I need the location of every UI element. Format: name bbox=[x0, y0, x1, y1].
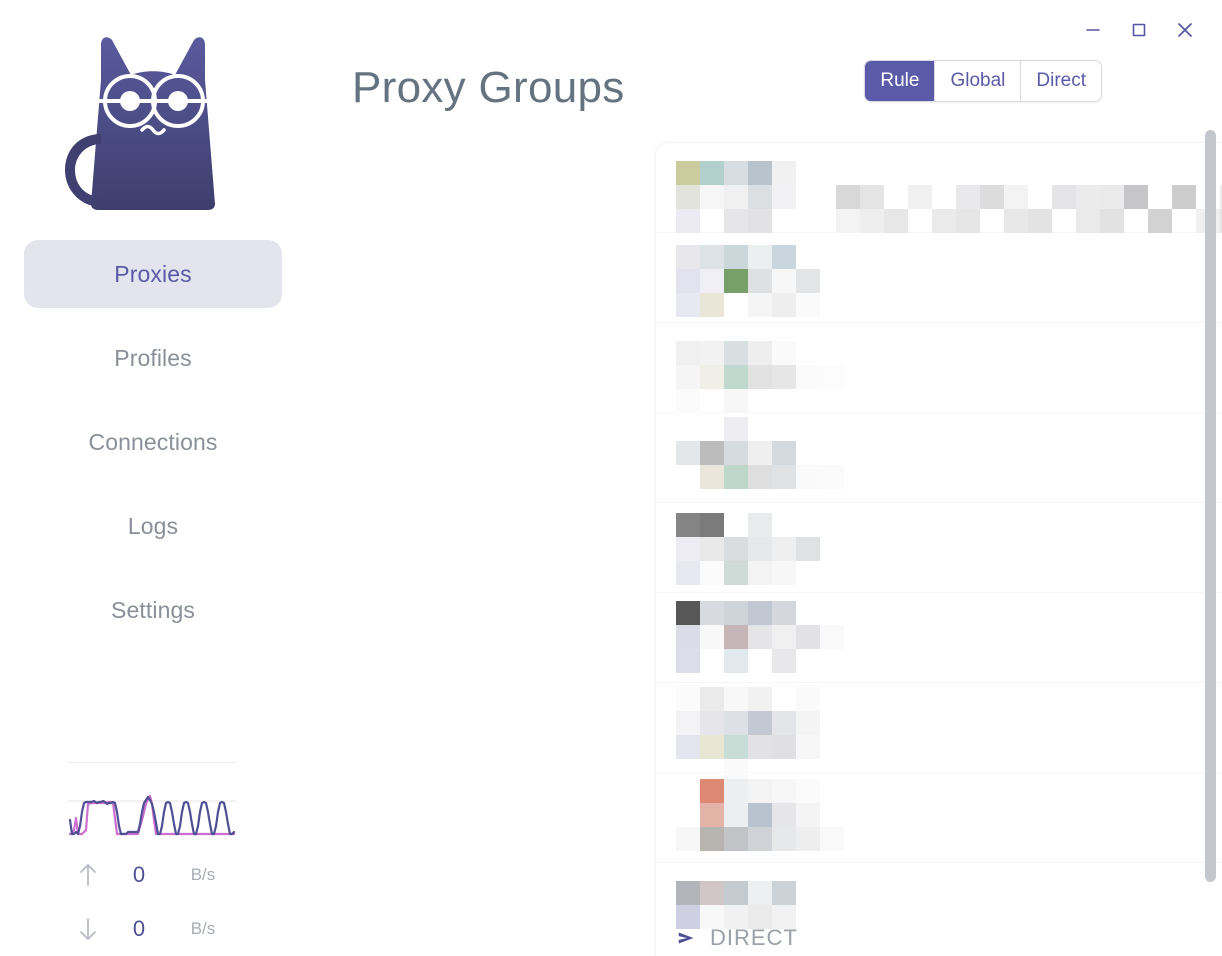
proxy-group-row[interactable] bbox=[656, 233, 1222, 323]
upload-speed-unit: B/s bbox=[190, 865, 216, 884]
selected-proxy[interactable]: DIRECT bbox=[676, 925, 798, 951]
sidebar-item-proxies[interactable]: Proxies bbox=[24, 240, 282, 308]
download-speed-unit: B/s bbox=[190, 919, 216, 938]
redacted-group-content bbox=[676, 323, 1222, 413]
sidebar-item-connections[interactable]: Connections bbox=[24, 408, 282, 476]
redacted-group-content bbox=[676, 413, 1222, 503]
proxy-group-row[interactable] bbox=[656, 143, 1222, 233]
sparkline-chart-icon bbox=[68, 794, 236, 836]
close-button[interactable] bbox=[1162, 12, 1208, 48]
maximize-button[interactable] bbox=[1116, 12, 1162, 48]
download-stat-row: 0 B/s bbox=[68, 912, 236, 946]
page-title: Proxy Groups bbox=[352, 63, 625, 112]
sidebar-nav: Proxies Profiles Connections Logs Settin… bbox=[24, 240, 282, 644]
redacted-group-content bbox=[676, 863, 1222, 953]
sidebar-item-label: Profiles bbox=[114, 345, 192, 371]
redacted-group-content bbox=[676, 233, 1222, 323]
sidebar-item-settings[interactable]: Settings bbox=[24, 576, 282, 644]
sidebar-item-profiles[interactable]: Profiles bbox=[24, 324, 282, 392]
mode-button-direct[interactable]: Direct bbox=[1021, 61, 1101, 101]
redacted-group-content bbox=[676, 143, 1222, 233]
upload-stat-row: 0 B/s bbox=[68, 858, 236, 892]
divider bbox=[68, 762, 236, 763]
sidebar-item-label: Proxies bbox=[114, 261, 192, 287]
traffic-panel: 0 B/s 0 B/s bbox=[68, 762, 236, 946]
sidebar-item-logs[interactable]: Logs bbox=[24, 492, 282, 560]
sidebar-item-label: Settings bbox=[111, 597, 195, 623]
upload-speed-value: 0 bbox=[132, 862, 146, 887]
redacted-group-content bbox=[676, 773, 1222, 863]
window-controls bbox=[1070, 12, 1208, 48]
main-content: Proxy Groups Rule Global Direct bbox=[306, 0, 1222, 956]
scrollbar-thumb[interactable] bbox=[1205, 130, 1216, 882]
sidebar-item-label: Connections bbox=[88, 429, 218, 455]
proxy-group-row[interactable] bbox=[656, 413, 1222, 503]
arrow-up-icon bbox=[68, 862, 108, 888]
proxy-group-row[interactable] bbox=[656, 593, 1222, 683]
cat-with-glasses-logo-icon bbox=[65, 37, 229, 211]
app-logo bbox=[53, 18, 253, 218]
traffic-sparkline bbox=[68, 790, 236, 838]
send-arrow-icon bbox=[676, 927, 698, 949]
arrow-down-icon bbox=[68, 916, 108, 942]
mode-button-global[interactable]: Global bbox=[935, 61, 1022, 101]
sidebar: Proxies Profiles Connections Logs Settin… bbox=[0, 0, 306, 956]
redacted-group-content bbox=[676, 683, 1222, 783]
redacted-group-content bbox=[676, 593, 1222, 683]
proxy-mode-switch: Rule Global Direct bbox=[864, 60, 1102, 102]
vertical-scrollbar[interactable] bbox=[1205, 100, 1216, 956]
proxy-group-row[interactable]: DIRECT bbox=[656, 863, 1222, 953]
proxy-group-row[interactable] bbox=[656, 773, 1222, 863]
redacted-group-content bbox=[676, 503, 1222, 593]
mode-button-rule[interactable]: Rule bbox=[865, 61, 936, 101]
minimize-button[interactable] bbox=[1070, 12, 1116, 48]
sidebar-item-label: Logs bbox=[127, 513, 179, 539]
proxy-group-row[interactable] bbox=[656, 503, 1222, 593]
selected-proxy-label: DIRECT bbox=[710, 925, 798, 950]
download-speed-value: 0 bbox=[132, 916, 146, 941]
page-header: Proxy Groups Rule Global Direct bbox=[352, 52, 1180, 124]
proxy-group-row[interactable] bbox=[656, 683, 1222, 783]
proxy-groups-card: DIRECT bbox=[656, 143, 1222, 956]
proxy-group-row[interactable] bbox=[656, 323, 1222, 413]
